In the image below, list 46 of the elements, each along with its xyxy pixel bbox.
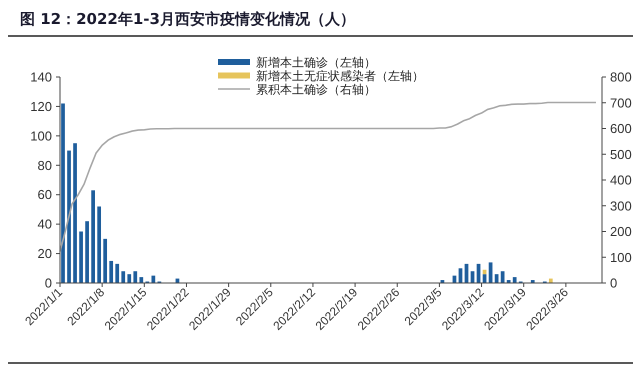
bar: [97, 206, 102, 283]
bar: [121, 271, 126, 283]
bar: [440, 280, 444, 283]
bar: [458, 268, 462, 283]
bar: [476, 264, 480, 283]
bar: [482, 274, 486, 283]
bar: [103, 238, 108, 283]
y2-tick-label: 600: [610, 121, 632, 136]
y-tick-label: 120: [30, 98, 52, 114]
y2-tick-label: 0: [610, 276, 618, 290]
bar: [488, 262, 492, 283]
y2-tick-label: 500: [610, 146, 632, 162]
bar: [133, 271, 138, 283]
bar: [470, 271, 474, 283]
y-tick-label: 20: [38, 246, 52, 262]
y2-tick-label: 700: [610, 95, 632, 110]
y-tick-label: 0: [44, 276, 52, 290]
bar: [127, 274, 132, 283]
bar: [85, 221, 89, 283]
bar: [61, 103, 65, 283]
y-tick-label: 80: [38, 158, 52, 173]
y2-tick-label: 100: [610, 250, 632, 265]
bar: [494, 274, 498, 283]
bar: [109, 260, 114, 283]
bar: [73, 143, 77, 283]
legend-label: 新增本土无症状感染者（左轴）: [256, 69, 424, 83]
bar: [79, 232, 83, 283]
bar: [115, 264, 120, 283]
bar: [176, 278, 180, 283]
legend-label: 新增本土确诊（左轴）: [256, 56, 376, 70]
y-tick-label: 40: [38, 216, 52, 232]
y-tick-label: 140: [30, 70, 52, 84]
bar: [67, 150, 71, 283]
bar: [500, 271, 504, 283]
bar: [91, 190, 95, 283]
y2-tick-label: 400: [610, 172, 632, 188]
y-tick-label: 100: [30, 128, 52, 144]
y2-tick-label: 200: [610, 224, 632, 239]
bar: [464, 264, 468, 283]
y2-tick-label: 300: [610, 198, 632, 214]
legend-label: 累积本土确诊（右轴）: [256, 82, 376, 96]
y2-tick-label: 800: [610, 70, 632, 84]
bar: [452, 276, 456, 283]
title: 图 12：2022年1-3月西安市疫情变化情况（人）: [20, 10, 355, 28]
y-tick-label: 60: [38, 187, 52, 202]
bar: [482, 270, 486, 274]
